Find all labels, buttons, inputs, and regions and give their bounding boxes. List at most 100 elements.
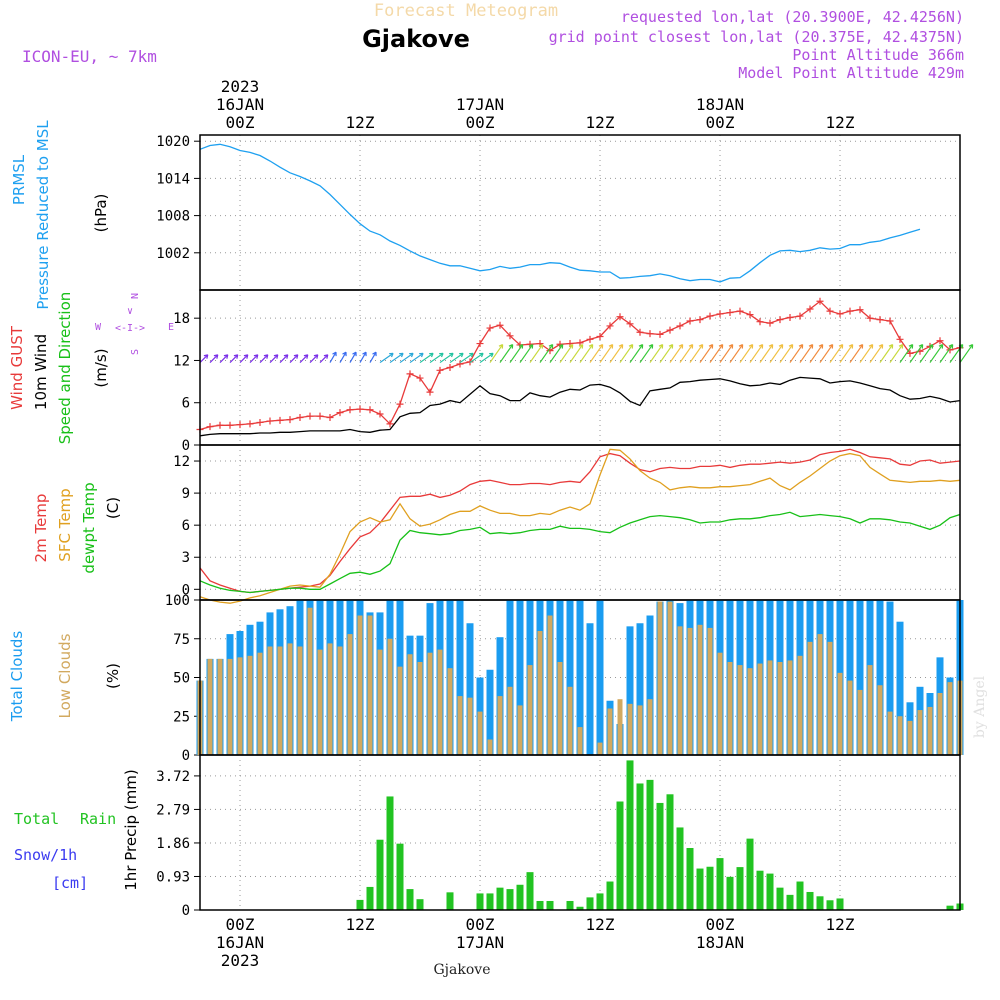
total-cloud-bar [876, 600, 884, 755]
rain-bar [606, 881, 614, 910]
low-cloud-bar [907, 720, 913, 755]
rain-bar [626, 760, 634, 910]
rain-bar [576, 906, 584, 910]
wind-arrow [729, 344, 744, 363]
gust-marker [846, 307, 854, 315]
gust-marker [366, 406, 374, 414]
wind-arrow [739, 344, 754, 363]
wind-arrow [659, 344, 674, 363]
low-cloud-bar [477, 711, 483, 755]
wind-arrow-head [798, 343, 804, 349]
low-cloud-bar [497, 696, 503, 755]
pressure-panel: 1020 1014 1008 1002 [156, 134, 961, 291]
low-cloud-bar [287, 643, 293, 755]
gust-marker [626, 320, 634, 328]
low-cloud-bar [567, 686, 573, 755]
banner-title: Forecast Meteogram [374, 1, 558, 21]
wind-arrow-head [352, 351, 357, 357]
pressure-unit: (hPa) [92, 194, 110, 233]
wind-arrow [529, 344, 544, 363]
gust-marker [756, 318, 764, 326]
location-title: Gjakove [362, 25, 470, 53]
wind-arrow [649, 344, 664, 363]
low-cloud-bar [647, 699, 653, 755]
rain-bar [546, 900, 554, 910]
rain-bar [616, 801, 624, 910]
gust-marker [616, 313, 624, 321]
rain-bar [396, 843, 404, 910]
total-rain-label: Total [14, 810, 59, 828]
gust-marker [836, 310, 844, 318]
bottom-time-label: 00Z [466, 915, 495, 934]
wind-arrow [919, 344, 934, 363]
precip-tick-label: 0 [182, 903, 190, 919]
wind-arrow [929, 344, 944, 363]
low-cloud-bar [547, 615, 553, 755]
gust-marker [876, 316, 884, 324]
wind-arrow-head [748, 343, 754, 349]
wind-arrow-head [203, 354, 209, 359]
precip-tick-label: 0.93 [156, 869, 190, 885]
low-cloud-bar [277, 646, 283, 755]
wind-arrow-head [778, 343, 784, 349]
rain-bar [446, 892, 454, 910]
total-clouds-label: Total Clouds [8, 631, 26, 723]
rain-bar [796, 881, 804, 910]
wind-arrow-head [718, 343, 724, 349]
rain-bar [496, 887, 504, 910]
gust-marker [446, 364, 454, 371]
gust-marker [806, 305, 814, 313]
low-cloud-bar [937, 693, 943, 755]
gust-marker [486, 324, 494, 332]
low-cloud-bar [867, 665, 873, 755]
wind-arrow-head [808, 343, 814, 349]
wind-arrow [459, 352, 474, 364]
wind-arrow [539, 344, 554, 363]
gust-marker [436, 366, 444, 374]
gust-marker [406, 370, 414, 378]
tsfc-label: SFC Temp [56, 488, 74, 561]
gust-marker [596, 333, 604, 340]
rain-bar [716, 858, 724, 910]
low-cloud-bar [837, 672, 843, 755]
wind-arrow [429, 352, 444, 364]
wind-arrow [829, 344, 844, 363]
wind-arrow-head [738, 343, 744, 349]
pressure-tick-label: 1008 [156, 209, 190, 225]
wind-arrow-head [479, 352, 484, 358]
total-cloud-bar [856, 600, 864, 755]
wind-arrow [639, 344, 654, 363]
wind-arrow [229, 354, 239, 363]
gust-marker [496, 321, 504, 329]
wind-arrow [599, 344, 614, 363]
wind-arrow-head [608, 343, 614, 349]
wind-arrow [849, 344, 864, 363]
rain-bar [756, 870, 764, 910]
wind-arrow-head [788, 343, 794, 349]
low-cloud-bar [577, 727, 583, 755]
rain-bar [476, 893, 484, 910]
total-cloud-bar [466, 623, 474, 755]
wind-arrow [889, 344, 904, 363]
wind-tick-label: 12 [173, 353, 190, 369]
wind-arrow [679, 344, 694, 363]
compass-w: W [95, 322, 102, 333]
pressure-tick-label: 1014 [156, 171, 190, 187]
wind-arrow-head [263, 354, 269, 359]
low-cloud-bar [337, 646, 343, 755]
low-cloud-bar [307, 607, 313, 755]
low-cloud-bar [517, 705, 523, 755]
wind-arrow-head [439, 352, 444, 358]
top-time-label: 12Z [346, 113, 375, 132]
gust-marker [796, 312, 804, 320]
low-cloud-bar [827, 641, 833, 755]
wind-arrow-head [323, 354, 329, 359]
gust-marker [586, 335, 594, 343]
total-cloud-bar [896, 621, 904, 755]
low-cloud-bar [637, 705, 643, 755]
gust-marker [316, 412, 324, 420]
total-cloud-bar [636, 623, 644, 755]
wind-arrow [959, 344, 974, 363]
wind-arrow [289, 354, 299, 363]
gust-marker [676, 322, 684, 330]
